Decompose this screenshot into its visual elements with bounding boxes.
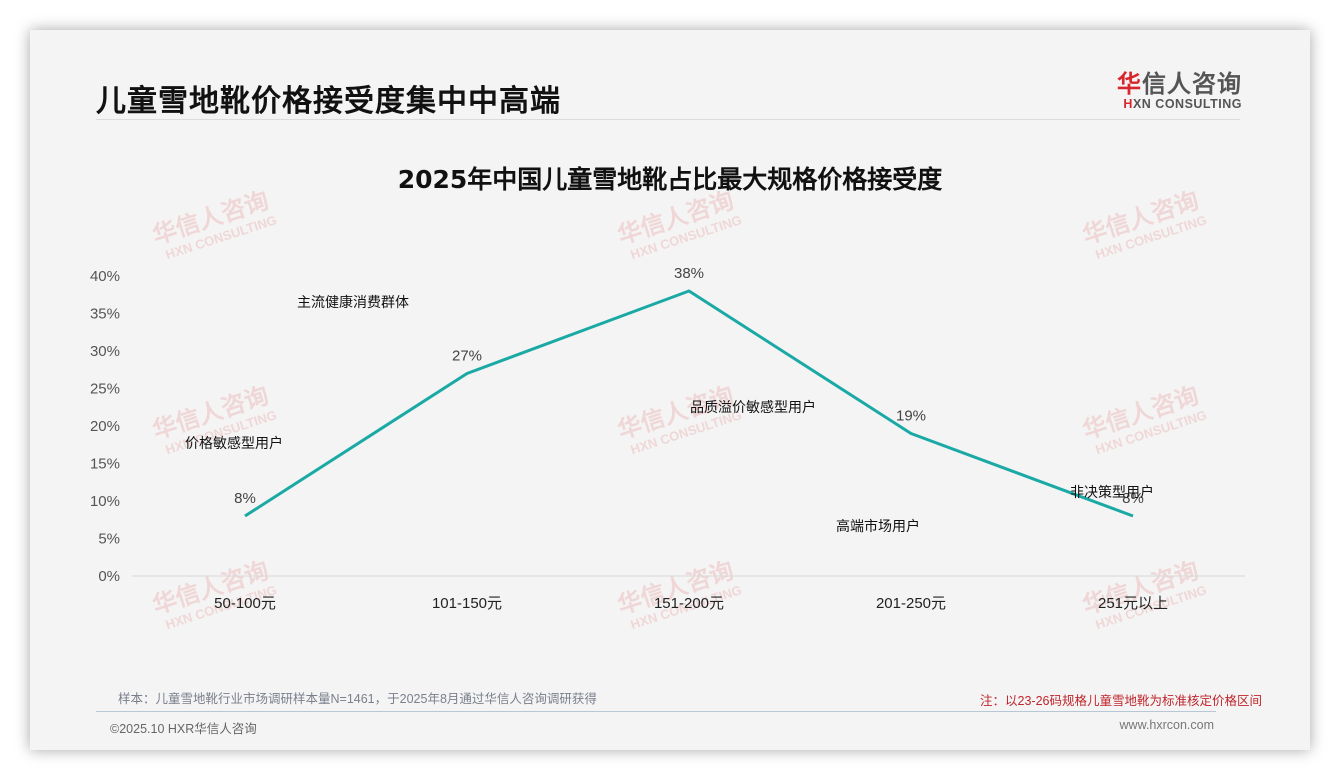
- price-note: 注：以23-26码规格儿童雪地靴为标准核定价格区间: [980, 694, 1262, 708]
- segment-annotation: 价格敏感型用户: [185, 435, 283, 452]
- y-axis: 0% 5% 10% 15% 20% 25% 30% 35% 40%: [90, 268, 120, 585]
- y-tick-label: 5%: [98, 531, 120, 548]
- footer-divider: [96, 711, 1216, 712]
- y-tick-label: 30%: [90, 343, 120, 360]
- y-tick-label: 25%: [90, 381, 120, 398]
- data-label: 8%: [1122, 490, 1144, 507]
- x-category-label: 251元以上: [1098, 595, 1168, 612]
- data-label: 8%: [234, 490, 256, 507]
- series-line: [244, 289, 1134, 518]
- brand-logo: 华信人咨询 HXN CONSULTING: [1112, 64, 1242, 111]
- x-category-label: 201-250元: [876, 595, 946, 612]
- y-tick-label: 0%: [98, 568, 120, 585]
- y-tick-label: 20%: [90, 418, 120, 435]
- data-labels: 8% 27% 38% 19% 8%: [234, 265, 1144, 507]
- segment-annotation: 非决策型用户: [1070, 484, 1154, 501]
- segment-annotation: 品质溢价敏感型用户: [690, 399, 816, 416]
- x-category-label: 101-150元: [432, 595, 502, 612]
- x-category-label: 50-100元: [214, 595, 276, 612]
- data-label: 19%: [896, 408, 926, 425]
- y-tick-label: 35%: [90, 306, 120, 323]
- data-label: 38%: [674, 265, 704, 282]
- y-tick-label: 40%: [90, 268, 120, 285]
- y-tick-label: 10%: [90, 493, 120, 510]
- logo-cn: 华信人咨询: [1117, 70, 1242, 98]
- segment-annotation: 主流健康消费群体: [297, 294, 409, 311]
- y-tick-label: 15%: [90, 456, 120, 473]
- x-axis: 50-100元 101-150元 151-200元 201-250元 251元以上: [214, 595, 1168, 612]
- page-title: 儿童雪地靴价格接受度集中中高端: [96, 84, 561, 119]
- sample-note: 样本：儿童雪地靴行业市场调研样本量N=1461，于2025年8月通过华信人咨询调…: [118, 692, 597, 706]
- slide: 儿童雪地靴价格接受度集中中高端 华信人咨询 HXN CONSULTING 202…: [30, 30, 1310, 750]
- segment-annotation: 高端市场用户: [836, 518, 920, 535]
- header-divider: [96, 119, 1240, 120]
- logo-en: HXN CONSULTING: [1123, 97, 1242, 111]
- data-label: 27%: [452, 348, 482, 365]
- chart-title: 2025年中国儿童雪地靴占比最大规格价格接受度: [397, 165, 943, 194]
- website-link[interactable]: www.hxrcon.com: [1119, 718, 1214, 732]
- x-category-label: 151-200元: [654, 595, 724, 612]
- copyright: ©2025.10 HXR华信人咨询: [110, 722, 257, 736]
